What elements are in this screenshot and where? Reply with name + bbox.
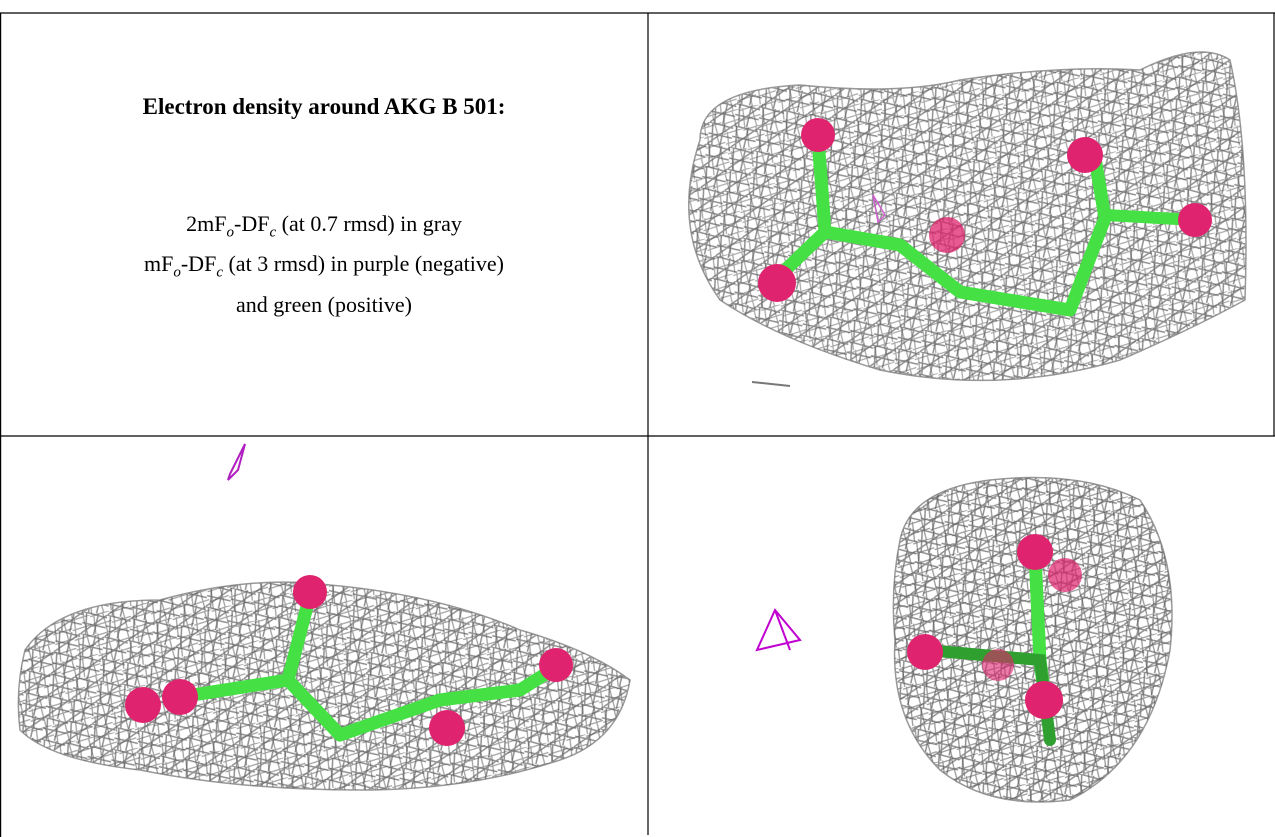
text: (at 3 rmsd) in purple (negative) — [222, 251, 504, 277]
density-view-1 — [688, 51, 1247, 387]
text: -DF — [234, 211, 270, 236]
density-view-3 — [755, 476, 1173, 803]
legend-line: mFo-DFc (at 3 rmsd) in purple (negative) — [0, 248, 648, 288]
text: 2mF — [186, 211, 227, 236]
text: (at 0.7 rmsd) in gray — [276, 211, 462, 236]
legend-text: 2mFo-DFc (at 0.7 rmsd) in gray mFo-DFc (… — [0, 208, 648, 320]
subscript: o — [173, 264, 181, 281]
text: and green (positive) — [236, 291, 412, 317]
subscript: c — [269, 224, 277, 241]
legend-line: and green (positive) — [0, 289, 648, 320]
text: -DF — [180, 251, 217, 277]
table-grid — [0, 12, 1275, 837]
panel-title: Electron density around AKG B 501: — [142, 94, 506, 119]
density-view-2 — [17, 443, 631, 791]
subscript: o — [226, 224, 235, 241]
legend-line: 2mFo-DFc (at 0.7 rmsd) in gray — [0, 208, 648, 248]
subscript: c — [216, 264, 223, 281]
text: mF — [144, 251, 174, 277]
